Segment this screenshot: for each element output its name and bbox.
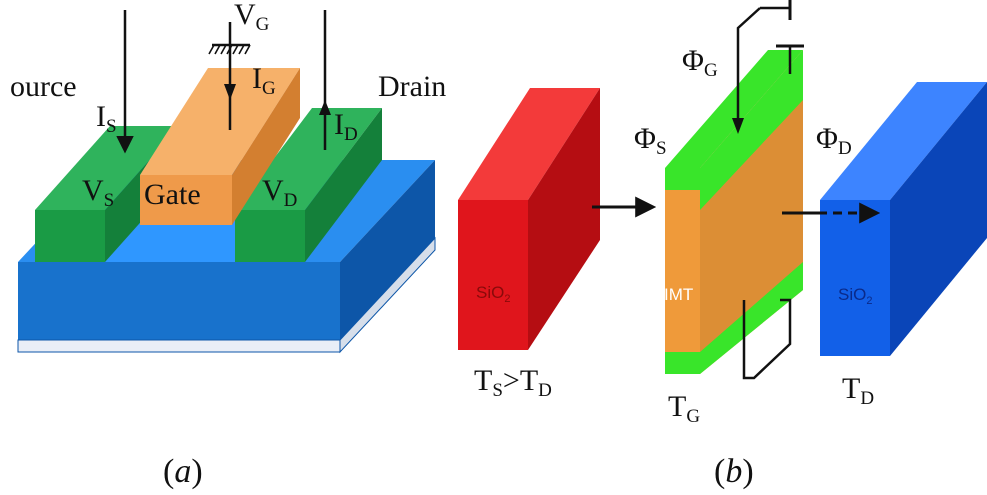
vg-label: VG [234, 0, 270, 35]
td-label: TD [842, 372, 874, 409]
source-top [35, 126, 180, 210]
drain-top [235, 108, 382, 210]
substrate-side [340, 160, 435, 352]
imt-block [665, 50, 803, 374]
blue-front [820, 200, 890, 356]
imt-front-green-top [665, 168, 700, 190]
gate-front [140, 175, 232, 225]
drain-front [235, 210, 305, 262]
imt-front [665, 168, 700, 374]
gate-wire [732, 0, 804, 134]
substrate-base-stripe-side [339, 236, 436, 354]
ig-label: IG [252, 62, 276, 99]
blue-top [820, 82, 987, 200]
panel-b: ΦG ΦS ΦD SiO2 IMT SiO2 TS>TD TG TD (b) [458, 0, 987, 490]
imt-top-green [665, 50, 803, 168]
tg-label: TG [668, 390, 700, 427]
gate-block [140, 68, 300, 225]
substrate-base-stripe [17, 339, 341, 353]
sio2-right-label: SiO2 [838, 285, 872, 307]
red-top [458, 88, 600, 200]
id-label: ID [334, 108, 358, 145]
phi-d-label: ΦD [816, 122, 852, 159]
blue-side [890, 82, 987, 356]
gate-side [232, 68, 300, 225]
drain-label: Drain [378, 70, 446, 103]
caption-b: (b) [714, 453, 754, 490]
source-label: ource [10, 70, 77, 103]
vs-label: VS [82, 174, 114, 211]
phi-s-label: ΦS [634, 122, 667, 159]
drain-side [305, 108, 382, 262]
imt-side-green-top [700, 50, 803, 210]
gate-top [140, 68, 300, 175]
imt-label: IMT [664, 285, 693, 304]
vd-label: VD [262, 174, 297, 211]
gate-arrow-head [224, 84, 236, 100]
phi-g-label: ΦG [682, 44, 718, 81]
sio2-drain-block [820, 82, 987, 356]
ts-td-label: TS>TD [474, 364, 552, 401]
sio2-source-block [458, 88, 600, 350]
imt-front-green-bottom [665, 352, 700, 374]
imt-side-green-bottom [700, 262, 803, 374]
drain-block [235, 108, 382, 262]
source-front [35, 210, 105, 262]
panel-a: VG ource Drain IS IG ID VS Gate VD (a) [10, 0, 446, 490]
drain-arrow-head [319, 100, 331, 115]
substrate-front [18, 262, 340, 352]
gate-label: Gate [144, 178, 201, 211]
is-label: IS [96, 100, 117, 137]
red-side [528, 88, 600, 350]
sio2-left-label: SiO2 [476, 283, 510, 305]
ground-icon [208, 22, 251, 55]
bottom-loop-wire [742, 298, 792, 380]
red-front [458, 200, 528, 350]
caption-a: (a) [163, 453, 203, 490]
